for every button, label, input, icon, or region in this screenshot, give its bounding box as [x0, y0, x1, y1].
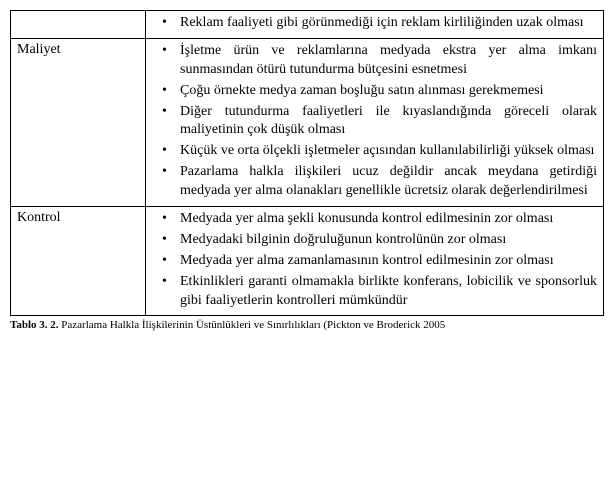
- row-content-0: Reklam faaliyeti gibi görünmediği için r…: [146, 11, 604, 39]
- bullet: Reklam faaliyeti gibi görünmediği için r…: [152, 14, 597, 33]
- bullet: Pazarlama halkla ilişkileri ucuz değildi…: [152, 163, 597, 201]
- table-row: Maliyet İşletme ürün ve reklamlarına med…: [11, 38, 604, 206]
- bullet: Medyadaki bilginin doğruluğunun kontrolü…: [152, 231, 597, 250]
- table-row: Kontrol Medyada yer alma şekli konusunda…: [11, 207, 604, 316]
- row-label-1: Maliyet: [11, 38, 146, 206]
- row-label-0: [11, 11, 146, 39]
- bullet: Çoğu örnekte medya zaman boşluğu satın a…: [152, 82, 597, 101]
- row-label-2: Kontrol: [11, 207, 146, 316]
- bullet: Medyada yer alma şekli konusunda kontrol…: [152, 210, 597, 229]
- row-content-2: Medyada yer alma şekli konusunda kontrol…: [146, 207, 604, 316]
- caption-text: Pazarlama Halkla İlişkilerinin Üstünlükl…: [61, 319, 445, 331]
- caption-label: Tablo 3. 2.: [10, 319, 59, 331]
- bullet: Diğer tutundurma faaliyetleri ile kıyasl…: [152, 103, 597, 141]
- table-row: Reklam faaliyeti gibi görünmediği için r…: [11, 11, 604, 39]
- table-caption: Tablo 3. 2. Pazarlama Halkla İlişkilerin…: [10, 319, 604, 331]
- bullet: Medyada yer alma zamanlamasının kontrol …: [152, 252, 597, 271]
- bullet: İşletme ürün ve reklamlarına medyada eks…: [152, 42, 597, 80]
- row-content-1: İşletme ürün ve reklamlarına medyada eks…: [146, 38, 604, 206]
- bullet: Küçük ve orta ölçekli işletmeler açısınd…: [152, 142, 597, 161]
- data-table: Reklam faaliyeti gibi görünmediği için r…: [10, 10, 604, 316]
- bullet: Etkinlikleri garanti olmamakla birlikte …: [152, 273, 597, 311]
